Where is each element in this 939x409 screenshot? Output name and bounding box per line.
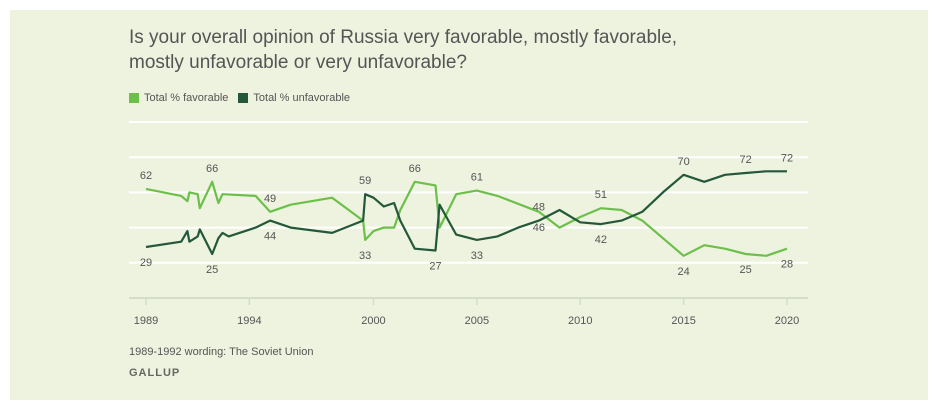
data-label: 44: [264, 231, 276, 243]
legend: Total % favorable Total % unfavorable: [129, 92, 350, 104]
data-label: 51: [595, 189, 607, 201]
legend-item-unfavorable: Total % unfavorable: [238, 92, 350, 104]
legend-swatch-unfavorable: [238, 93, 249, 103]
data-label: 72: [781, 152, 793, 164]
data-label: 29: [140, 257, 152, 269]
data-label: 61: [471, 172, 483, 184]
data-label: 66: [206, 163, 218, 175]
data-label: 28: [781, 259, 793, 271]
data-label: 42: [595, 234, 607, 246]
series-line-unfavorable: [145, 170, 787, 256]
legend-label-favorable: Total % favorable: [144, 92, 229, 104]
chart-title: Is your overall opinion of Russia very f…: [129, 27, 678, 73]
data-label: 46: [533, 222, 545, 234]
data-label: 25: [740, 264, 752, 276]
data-label: 49: [264, 193, 276, 205]
x-tick-label: 2020: [775, 315, 799, 327]
legend-label-unfavorable: Total % unfavorable: [253, 92, 351, 104]
gallup-logo: GALLUP: [129, 367, 181, 379]
data-label: 33: [359, 250, 371, 262]
data-label: 62: [140, 170, 152, 182]
data-label: 48: [533, 202, 545, 214]
x-tick-label: 1989: [134, 315, 158, 327]
data-label: 59: [359, 175, 371, 187]
data-label: 24: [677, 266, 689, 278]
x-tick-label: 2000: [361, 315, 385, 327]
data-label: 27: [429, 260, 441, 272]
x-tick-label: 2005: [465, 315, 489, 327]
footnote: 1989-1992 wording: The Soviet Union: [129, 346, 314, 358]
data-label: 25: [206, 264, 218, 276]
x-tick-label: 1994: [237, 315, 261, 327]
chart-panel: [10, 10, 928, 400]
data-label: 33: [471, 250, 483, 262]
data-label: 66: [409, 163, 421, 175]
legend-item-favorable: Total % favorable: [129, 92, 228, 104]
legend-swatch-favorable: [129, 93, 139, 103]
series-line-favorable: [145, 180, 788, 257]
data-label: 70: [677, 156, 689, 168]
x-tick-label: 2015: [671, 315, 695, 327]
x-tick-label: 2010: [568, 315, 592, 327]
data-label: 72: [740, 154, 752, 166]
